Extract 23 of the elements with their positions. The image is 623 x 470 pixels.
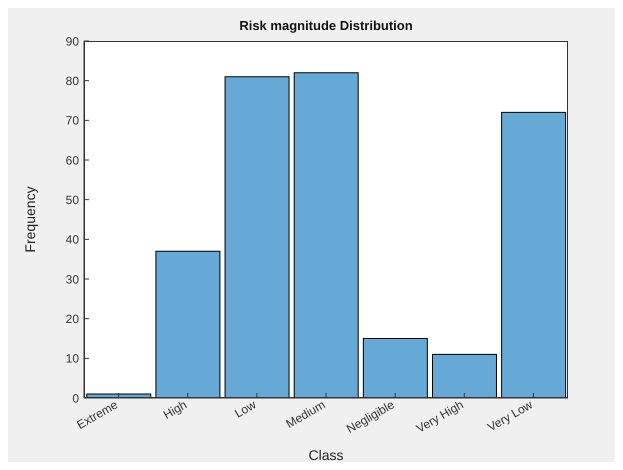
- y-tick-label: 20: [66, 312, 80, 326]
- bar: [432, 354, 497, 398]
- y-axis-title: Frequency: [22, 186, 38, 253]
- bar: [155, 250, 220, 398]
- y-tick-label: 60: [66, 153, 80, 168]
- y-tick-label: 80: [66, 74, 80, 88]
- bar: [501, 112, 566, 398]
- x-tick-label: Low: [232, 397, 259, 421]
- y-tick-label: 40: [66, 232, 80, 247]
- bar: [294, 72, 359, 398]
- y-tick-label: 30: [66, 272, 80, 286]
- x-axis-title: Class: [308, 447, 344, 463]
- y-tick-label: 90: [66, 34, 80, 48]
- x-tick-label: Very Low: [485, 397, 536, 434]
- chart-title: Risk magnitude Distribution: [238, 18, 414, 33]
- y-tick-label: 10: [66, 352, 80, 366]
- x-tick-label: Very High: [414, 397, 466, 436]
- y-tick-label: 70: [66, 114, 80, 128]
- y-tick-label: 0: [72, 391, 80, 406]
- x-tick-label: High: [160, 397, 190, 422]
- bar: [224, 76, 290, 398]
- bar: [362, 338, 428, 398]
- y-tick-label: 50: [66, 192, 80, 207]
